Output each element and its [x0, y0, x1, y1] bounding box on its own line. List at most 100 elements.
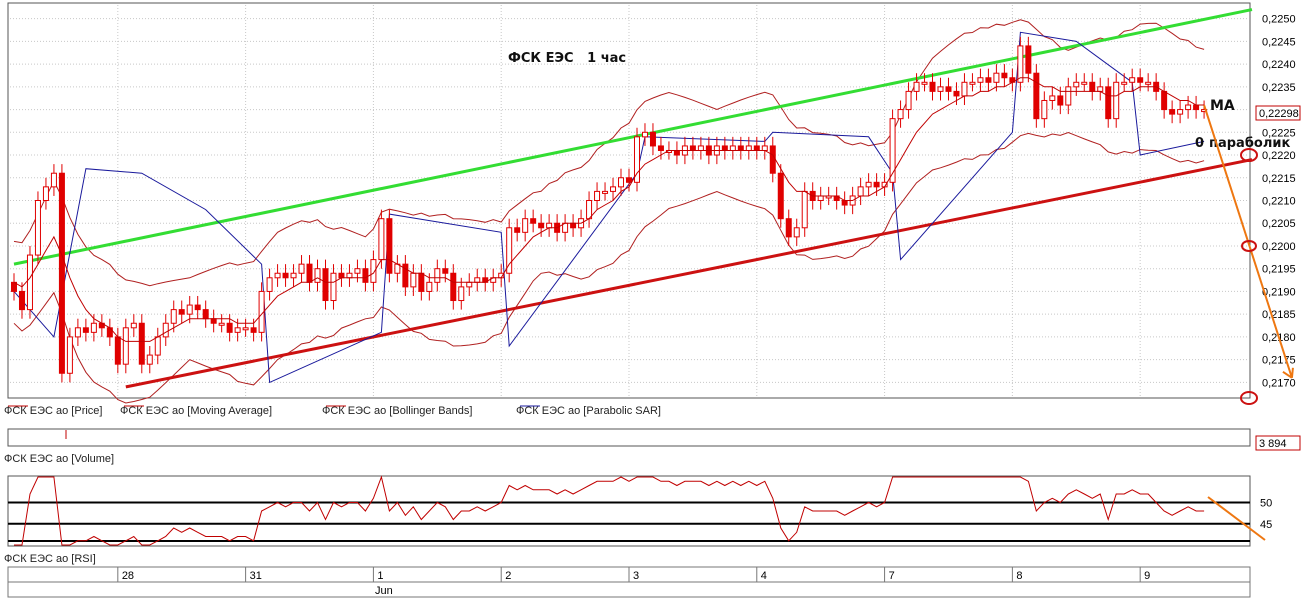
y-tick-label: 0,2185: [1262, 309, 1296, 321]
legend-label: ФСК ЕЭС ао [Parabolic SAR]: [516, 405, 661, 417]
candle-body: [378, 218, 385, 261]
candle-body: [594, 190, 601, 202]
candle-body: [506, 227, 513, 274]
forecast-circle: [1240, 391, 1258, 405]
candle-body: [42, 186, 49, 201]
y-tick-label: 0,2175: [1262, 355, 1296, 367]
candle-body: [66, 336, 73, 374]
x-tick-label: 8: [1016, 570, 1022, 582]
candle-body: [450, 272, 457, 302]
candle-body: [1017, 45, 1024, 83]
candle-body: [290, 272, 297, 279]
candle-body: [721, 145, 728, 151]
moving-average: [13, 77, 1205, 342]
x-tick-label: 3: [633, 570, 639, 582]
parabolic-annotation: параболик: [1209, 136, 1290, 151]
candle-body: [114, 336, 121, 365]
candle-body: [777, 172, 784, 220]
candle-body: [626, 177, 632, 183]
candle-body: [306, 263, 313, 283]
rsi-line: 50 45: [8, 475, 1272, 546]
candle-body: [905, 90, 912, 111]
y-tick-label: 0,2235: [1262, 82, 1296, 94]
y-tick-label: 0,2210: [1262, 196, 1296, 208]
candle-body: [26, 254, 33, 311]
legend-label: ФСК ЕЭС ао [Price]: [4, 405, 102, 417]
candle-body: [466, 281, 473, 288]
candle-body: [1025, 45, 1032, 74]
candle-body: [314, 268, 321, 283]
candle-body: [921, 81, 928, 85]
candle-body: [785, 218, 792, 238]
candle-body: [1033, 72, 1040, 120]
volume-panel-label: ФСК ЕЭС ао [Volume]: [4, 453, 114, 465]
candle-body: [657, 145, 664, 151]
candle-body: [1065, 86, 1072, 106]
forecast-circle: [1240, 148, 1258, 163]
rsi-panel-label: ФСК ЕЭС ао [RSI]: [4, 553, 96, 565]
candle-body: [402, 263, 409, 288]
candle-body: [649, 131, 656, 147]
candle-body: [913, 81, 920, 92]
y-tick-label: 0,2200: [1262, 241, 1296, 253]
candle-body: [570, 222, 577, 229]
candle-body: [178, 309, 185, 315]
candle-body: [410, 272, 417, 288]
candle-body: [873, 181, 880, 188]
legend: ФСК ЕЭС ао [Price] ФСК ЕЭС ао [Moving Ave…: [4, 405, 661, 417]
x-tick-label: 7: [889, 570, 895, 582]
candle-body: [969, 81, 976, 85]
parabolic-sar: [13, 31, 1205, 384]
candle-body: [737, 145, 744, 151]
rsi-forecast-line: [1207, 496, 1266, 541]
rsi-level-label: 50: [1260, 498, 1272, 510]
candle-body: [937, 86, 944, 92]
candle-body: [610, 186, 617, 192]
candle-body: [74, 327, 81, 338]
candle-body: [50, 172, 57, 188]
candle-body: [362, 268, 369, 283]
candle-body: [434, 268, 441, 283]
candle-body: [586, 200, 593, 220]
candle-body: [841, 200, 848, 206]
candle-body: [266, 277, 273, 292]
candle-body: [633, 136, 640, 183]
candle-body: [538, 222, 545, 229]
x-tick-label: 31: [250, 570, 262, 582]
rsi-path: [14, 475, 1205, 546]
candle-body: [1185, 104, 1192, 111]
x-tick-label: 28: [122, 570, 134, 582]
candle-body: [442, 268, 449, 274]
x-tick-label: 9: [1144, 570, 1150, 582]
candle-body: [618, 177, 625, 188]
candle-body: [1177, 109, 1184, 115]
candle-body: [274, 272, 281, 279]
candle-body: [474, 277, 481, 283]
candle-body: [282, 272, 289, 279]
candle-body: [146, 354, 153, 365]
rsi-level-label: 45: [1260, 519, 1272, 531]
candle-body: [514, 227, 521, 233]
forecast-arrowhead: [1282, 367, 1294, 379]
volume-panel: [7, 428, 1251, 447]
candle-body: [170, 309, 177, 324]
candle-body: [34, 200, 41, 256]
candle-body: [346, 272, 353, 279]
candle-body: [641, 131, 648, 138]
candle-body: [769, 145, 776, 174]
candle-body: [1137, 77, 1144, 83]
candle-body: [90, 322, 97, 333]
candle-body: [961, 81, 968, 97]
candle-body: [1041, 99, 1048, 120]
candle-body: [530, 218, 537, 224]
candle-body: [18, 290, 25, 311]
candle-body: [370, 259, 377, 283]
candle-body: [1097, 86, 1104, 92]
candle-body: [138, 322, 145, 365]
candle-body: [1193, 104, 1200, 111]
candle-body: [801, 190, 808, 229]
candle-body: [202, 309, 209, 320]
candle-body: [154, 336, 161, 356]
candle-body: [929, 81, 936, 92]
